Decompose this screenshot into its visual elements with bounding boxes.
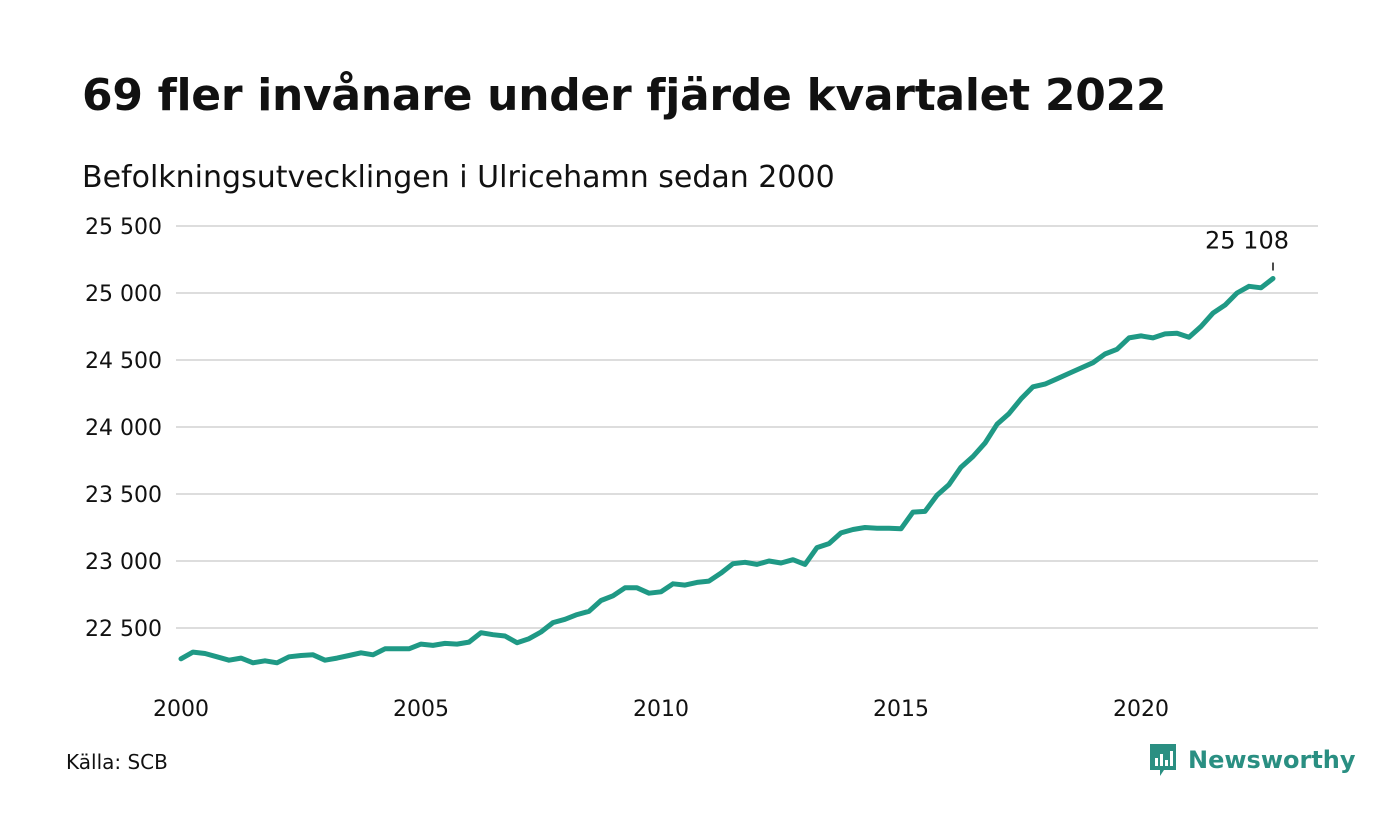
y-tick-label: 23 000 xyxy=(85,550,162,575)
y-tick-label: 22 500 xyxy=(85,617,162,642)
x-tick-label: 2010 xyxy=(633,697,689,722)
grid-lines xyxy=(176,225,1318,629)
y-tick-label: 23 500 xyxy=(85,483,162,508)
y-tick-label: 24 000 xyxy=(85,416,162,441)
brand-logo: Newsworthy xyxy=(1148,742,1356,778)
series-line xyxy=(178,276,1276,666)
source-note: Källa: SCB xyxy=(66,750,168,774)
y-axis-tick-labels: 22 500 23 000 23 500 24 000 24 500 25 000 25 5… xyxy=(85,215,162,642)
x-tick-label: 2000 xyxy=(153,697,209,722)
x-tick-label: 2015 xyxy=(873,697,929,722)
y-tick-label: 25 500 xyxy=(85,215,162,240)
y-tick-label: 25 000 xyxy=(85,282,162,307)
brand-name: Newsworthy xyxy=(1188,746,1356,774)
chart-subtitle: Befolkningsutvecklingen i Ulricehamn sed… xyxy=(82,160,835,195)
annotation-label: 25 108 xyxy=(1205,227,1289,255)
y-tick-label: 24 500 xyxy=(85,349,162,374)
chart-bubble-icon xyxy=(1150,744,1176,776)
last-value-annotation: 25 108 xyxy=(1205,227,1289,271)
chart-title: 69 fler invånare under fjärde kvartalet … xyxy=(82,70,1167,121)
x-tick-label: 2005 xyxy=(393,697,449,722)
x-axis-tick-labels: 2000 2005 2010 2015 2020 xyxy=(153,697,1169,722)
x-tick-label: 2020 xyxy=(1113,697,1169,722)
